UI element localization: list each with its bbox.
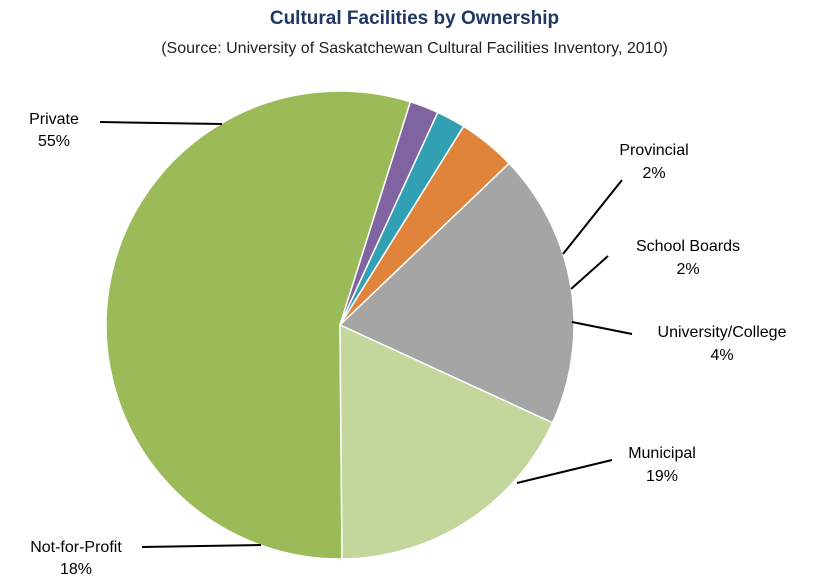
pie-slices [105, 90, 575, 560]
leader-lines [99, 121, 633, 548]
slice-value-label: 19% [646, 468, 678, 485]
slice-name-label: University/College [658, 324, 787, 341]
chart-subtitle: (Source: University of Saskatchewan Cult… [161, 40, 668, 57]
slice-labels: Private 55% Provincial 2% School Boards 2% Uni… [29, 111, 786, 578]
pie-slice-not-for-profit [339, 323, 554, 560]
leader-line [562, 179, 623, 255]
leader-line [141, 544, 262, 548]
slice-name-label: Private [29, 111, 79, 128]
slice-name-label: Municipal [628, 445, 696, 462]
leader-line [99, 121, 223, 125]
slice-name-label: Not-for-Profit [30, 539, 122, 556]
pie-slice-municipal [338, 162, 575, 424]
leader-line [516, 459, 613, 484]
slice-name-label: School Boards [636, 238, 740, 255]
slice-value-label: 2% [642, 165, 665, 182]
slice-name-label: Provincial [619, 142, 688, 159]
slice-value-label: 2% [676, 261, 699, 278]
slice-value-label: 4% [710, 347, 733, 364]
leader-line [570, 255, 609, 290]
leader-line [571, 321, 633, 335]
chart-title: Cultural Facilities by Ownership [269, 8, 560, 29]
slice-value-label: 18% [60, 561, 92, 578]
pie-slice-private [105, 90, 412, 560]
slice-value-label: 55% [38, 133, 70, 150]
